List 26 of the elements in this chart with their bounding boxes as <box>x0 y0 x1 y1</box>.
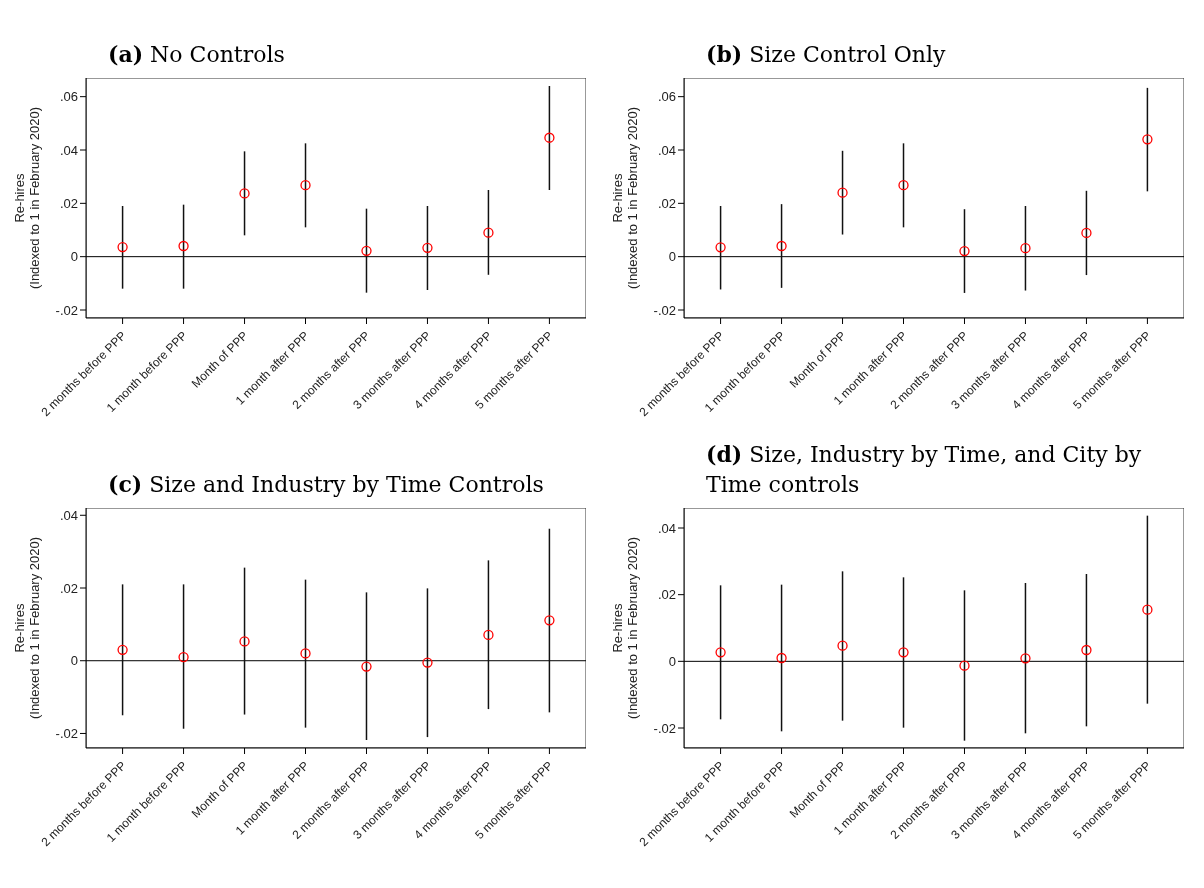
y-tick-label: .06 <box>59 89 78 105</box>
y-tick-label: 0 <box>668 249 676 265</box>
chart-title: (b) Size Control Only <box>706 40 946 69</box>
chart-title: (a) No Controls <box>108 40 285 69</box>
y-axis-title: Re-hires (Indexed to 1 in February 2020) <box>610 106 640 290</box>
y-tick-label: .04 <box>657 520 676 536</box>
y-tick-label: .04 <box>657 142 676 158</box>
y-tick-label: -.02 <box>55 302 78 318</box>
chart-title: (d) Size, Industry by Time, and City by Time controls <box>706 440 1143 499</box>
y-tick-label: .06 <box>657 89 676 105</box>
y-tick-label: .02 <box>657 195 676 211</box>
y-axis-title: Re-hires (Indexed to 1 in February 2020) <box>610 536 640 720</box>
y-tick-label: .02 <box>59 580 78 596</box>
y-tick-label: 0 <box>70 653 78 669</box>
y-tick-label: .04 <box>59 142 78 158</box>
y-tick-label: .02 <box>59 195 78 211</box>
y-axis-title: Re-hires (Indexed to 1 in February 2020) <box>12 536 42 720</box>
y-tick-label: -.02 <box>55 726 78 742</box>
y-axis-title: Re-hires (Indexed to 1 in February 2020) <box>12 106 42 290</box>
y-tick-label: 0 <box>668 653 676 669</box>
y-tick-label: -.02 <box>653 302 676 318</box>
y-tick-label: -.02 <box>653 720 676 736</box>
y-tick-label: .04 <box>59 507 78 523</box>
y-tick-label: 0 <box>70 249 78 265</box>
chart-title: (c) Size and Industry by Time Controls <box>108 470 544 499</box>
y-tick-label: .02 <box>657 587 676 603</box>
